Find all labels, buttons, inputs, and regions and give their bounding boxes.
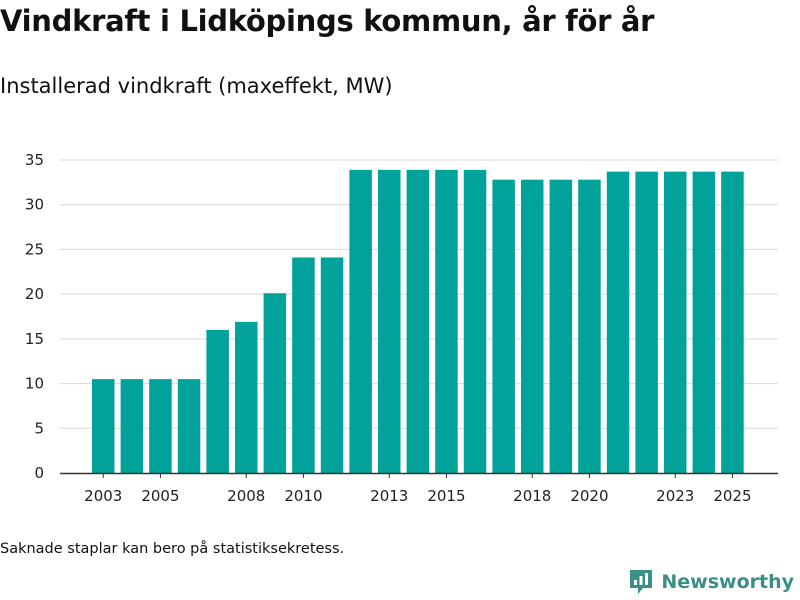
bar-2021[interactable] xyxy=(606,171,630,473)
bar-2010[interactable] xyxy=(292,257,315,473)
bar-2012[interactable] xyxy=(349,169,372,473)
y-tick-label: 25 xyxy=(25,240,44,258)
x-tick-label: 2013 xyxy=(370,487,408,505)
bar-2015[interactable] xyxy=(435,169,458,473)
bar-2016[interactable] xyxy=(463,169,487,473)
bar-2005[interactable] xyxy=(149,379,172,473)
bar-2024[interactable] xyxy=(692,171,716,473)
bar-2003[interactable] xyxy=(92,379,115,473)
bar-2008[interactable] xyxy=(235,321,258,473)
y-tick-label: 20 xyxy=(25,285,44,303)
bar-2011[interactable] xyxy=(320,257,344,473)
newsworthy-logo-icon xyxy=(630,570,653,594)
bar-2022[interactable] xyxy=(635,171,658,473)
y-tick-label: 0 xyxy=(34,464,44,482)
y-tick-label: 5 xyxy=(34,419,44,437)
x-tick-label: 2018 xyxy=(513,487,551,505)
bar-2020[interactable] xyxy=(578,179,601,473)
bar-2018[interactable] xyxy=(521,179,544,473)
y-tick-label: 30 xyxy=(25,196,44,214)
x-tick-label: 2023 xyxy=(656,487,694,505)
x-tick-label: 2025 xyxy=(713,487,751,505)
x-tick-label: 2003 xyxy=(84,487,122,505)
y-tick-label: 35 xyxy=(25,151,44,169)
bars xyxy=(92,169,744,473)
x-tick-label: 2010 xyxy=(284,487,322,505)
bar-2007[interactable] xyxy=(206,329,229,473)
x-tick-label: 2020 xyxy=(570,487,608,505)
y-tick-label: 15 xyxy=(25,330,44,348)
bar-2023[interactable] xyxy=(664,171,687,473)
bar-2006[interactable] xyxy=(177,379,201,473)
chart-title: Vindkraft i Lidköpings kommun, år för år xyxy=(0,4,655,38)
x-axis: 2003 2005 2008 2010 2013 2015 2018 2020 2023 2025 xyxy=(60,472,778,505)
y-axis-tick-labels: 0 5 10 15 20 25 30 35 xyxy=(25,151,44,482)
bar-2009[interactable] xyxy=(263,293,287,473)
newsworthy-brand[interactable]: Newsworthy xyxy=(628,568,794,596)
footnote: Saknade staplar kan bero på statistiksek… xyxy=(0,541,345,557)
bar-2014[interactable] xyxy=(406,169,430,473)
brand-name: Newsworthy xyxy=(661,571,794,593)
x-tick-label: 2005 xyxy=(141,487,179,505)
x-tick-label: 2015 xyxy=(427,487,465,505)
bar-2013[interactable] xyxy=(378,169,401,473)
bar-2017[interactable] xyxy=(492,179,515,473)
chart-subtitle: Installerad vindkraft (maxeffekt, MW) xyxy=(0,74,393,98)
bar-2025[interactable] xyxy=(721,171,744,473)
x-tick-label: 2008 xyxy=(227,487,265,505)
bar-2004[interactable] xyxy=(120,379,144,473)
bar-2019[interactable] xyxy=(549,179,573,473)
y-tick-label: 10 xyxy=(25,375,44,393)
